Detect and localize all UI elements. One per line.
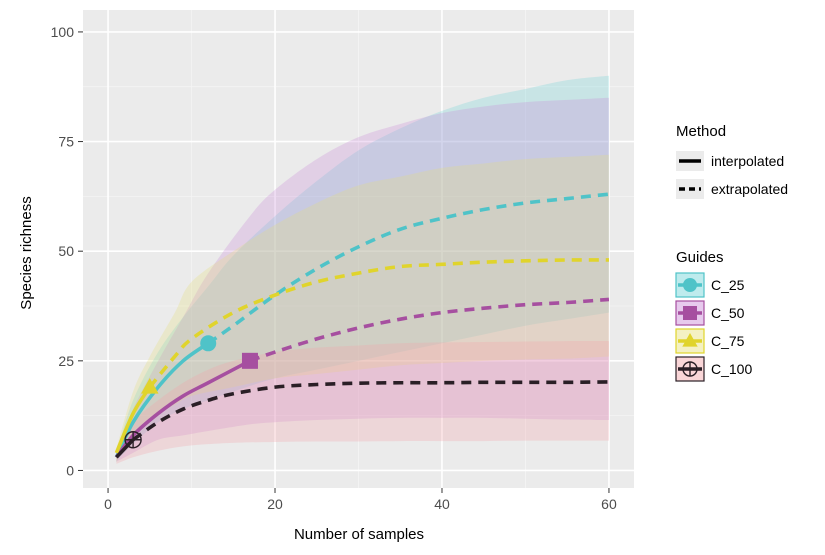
grid-minor [83, 10, 634, 488]
band-c-75 [116, 154, 609, 462]
observed-markers [124, 335, 258, 449]
legend-method-label: interpolated [711, 153, 784, 169]
y-tick-label: 0 [66, 462, 74, 478]
y-tick-label: 75 [58, 134, 74, 150]
marker-c-100 [124, 431, 142, 449]
axes: 0 20 40 60 0 25 50 75 100 [51, 24, 617, 512]
line-interpolated-c-50 [114, 359, 251, 459]
marker-c-75 [140, 377, 159, 394]
marker-c-25 [200, 335, 217, 352]
grid-major [83, 10, 634, 488]
legend-guide-label-c-100: C_100 [711, 361, 752, 377]
band-c-50 [116, 97, 609, 462]
x-axis-title: Number of samples [294, 526, 424, 543]
y-tick-label: 25 [58, 353, 74, 369]
line-extrapolated-c-50 [249, 297, 610, 363]
confidence-bands [116, 75, 609, 464]
legend-method-title: Method [676, 123, 726, 140]
band-c-100 [116, 341, 609, 464]
marker-c-50 [241, 352, 258, 369]
legend-guide-marker-c-50 [683, 306, 697, 320]
line-extrapolated-c-25 [207, 192, 610, 345]
x-tick-label: 40 [434, 496, 450, 512]
legend-guide-label-c-75: C_75 [711, 333, 745, 349]
legend-guide-label-c-50: C_50 [711, 305, 745, 321]
legend-guide-marker-c-25 [683, 278, 697, 292]
x-tick-label: 0 [104, 496, 112, 512]
legend-guide-marker-c-75 [682, 332, 698, 347]
y-axis-title: Species richness [18, 196, 35, 309]
x-tick-label: 60 [601, 496, 617, 512]
legend-method-label: extrapolated [711, 181, 788, 197]
line-extrapolated-c-75 [148, 258, 609, 389]
series-lines [114, 192, 610, 459]
x-tick-label: 20 [267, 496, 283, 512]
legend-guide-label-c-25: C_25 [711, 277, 745, 293]
legend-guides-title: Guides [676, 249, 724, 266]
line-interpolated-c-100 [115, 438, 135, 459]
legend-guide-marker-c-100 [682, 361, 698, 377]
y-tick-label: 100 [51, 24, 75, 40]
line-extrapolated-c-100 [132, 380, 609, 442]
legend: Method interpolated extrapolated Guides C_25… [675, 123, 788, 382]
y-tick-label: 50 [58, 243, 74, 259]
